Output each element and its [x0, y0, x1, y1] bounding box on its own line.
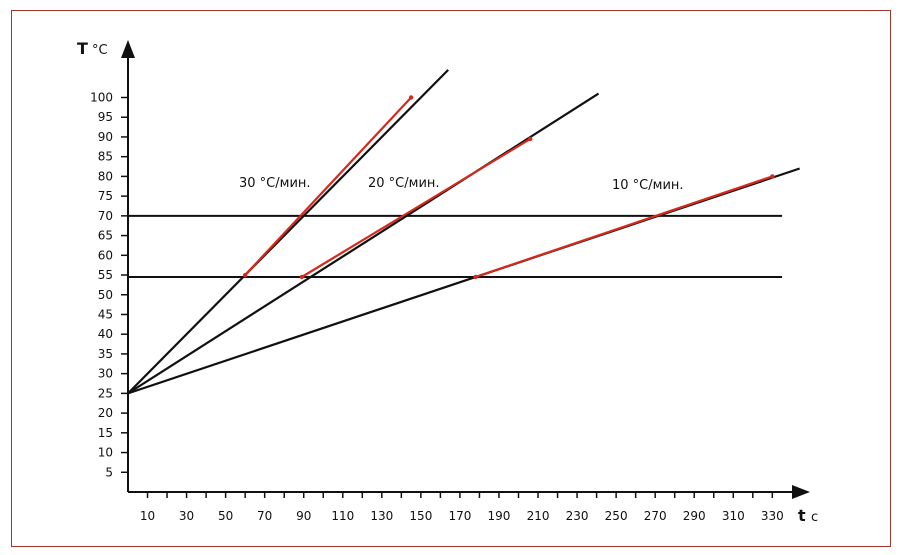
x-axis-unit: c — [811, 510, 818, 525]
chart-frame — [11, 10, 891, 547]
series-label-10: 10 °C/мин. — [612, 178, 684, 193]
series-highlight-1 — [301, 137, 531, 278]
y-tick-label: 75 — [98, 189, 113, 203]
axis-labels: T °C t c 30 °C/мин. 20 °C/мин. 10 °C/мин… — [77, 39, 818, 525]
x-tick-label: 210 — [527, 509, 550, 523]
y-axis-symbol: T — [77, 39, 88, 58]
series-line-0 — [127, 69, 449, 395]
highlight-start-point-2 — [473, 274, 478, 280]
x-tick-label: 250 — [605, 509, 628, 523]
y-axis-unit: °C — [92, 43, 108, 58]
axis-ticks: 5 10 15 20 25 30 35 40 45 50 55 60 65 70 75 80 85 90 95 100… — [90, 91, 784, 524]
x-axis-arrow — [792, 485, 810, 499]
y-tick-label: 20 — [98, 406, 113, 420]
y-tick-label: 30 — [98, 367, 113, 381]
y-tick-label: 50 — [98, 288, 113, 302]
x-tick-label: 310 — [722, 509, 745, 523]
x-tick-label: 330 — [761, 509, 784, 523]
x-tick-label: 50 — [218, 509, 233, 523]
axes — [121, 40, 810, 499]
y-tick-label: 70 — [98, 209, 113, 223]
x-tick-label: 30 — [179, 509, 194, 523]
x-tick-label: 90 — [296, 509, 311, 523]
x-tick-label: 290 — [683, 509, 706, 523]
y-tick-label: 40 — [98, 327, 113, 341]
x-tick-label: 130 — [370, 509, 393, 523]
y-tick-label: 100 — [90, 91, 113, 105]
highlight-end-point-1 — [528, 136, 533, 142]
y-tick-label: 5 — [105, 465, 113, 479]
series-line-1 — [127, 92, 600, 395]
series-highlight-0 — [244, 96, 412, 276]
x-tick-label: 10 — [140, 509, 155, 523]
y-tick-label: 85 — [98, 150, 113, 164]
series-highlight-2 — [475, 175, 773, 279]
x-tick-label: 270 — [644, 509, 667, 523]
highlight-start-point-1 — [299, 274, 304, 280]
series-label-30: 30 °C/мин. — [239, 176, 311, 191]
y-tick-label: 15 — [98, 426, 113, 440]
y-tick-label: 35 — [98, 347, 113, 361]
y-tick-label: 45 — [98, 307, 113, 321]
y-tick-label: 90 — [98, 130, 113, 144]
highlight-start-point-0 — [242, 272, 248, 278]
series-lines — [127, 69, 801, 395]
highlight-end-point-2 — [770, 174, 775, 179]
highlight-end-point-0 — [408, 95, 414, 100]
y-axis-arrow — [121, 40, 135, 58]
x-tick-label: 70 — [257, 509, 272, 523]
x-tick-label: 170 — [448, 509, 471, 523]
x-tick-label: 230 — [566, 509, 589, 523]
y-tick-label: 10 — [98, 446, 113, 460]
y-tick-label: 65 — [98, 229, 113, 243]
y-tick-label: 80 — [98, 169, 113, 183]
x-tick-label: 190 — [488, 509, 511, 523]
y-tick-label: 55 — [98, 268, 113, 282]
x-axis-symbol: t — [798, 506, 806, 525]
x-tick-label: 110 — [331, 509, 354, 523]
y-tick-label: 95 — [98, 110, 113, 124]
y-tick-label: 25 — [98, 386, 113, 400]
y-tick-label: 60 — [98, 248, 113, 262]
x-tick-label: 150 — [409, 509, 432, 523]
reference-lines — [128, 214, 783, 278]
series-label-20: 20 °C/мин. — [368, 176, 440, 191]
